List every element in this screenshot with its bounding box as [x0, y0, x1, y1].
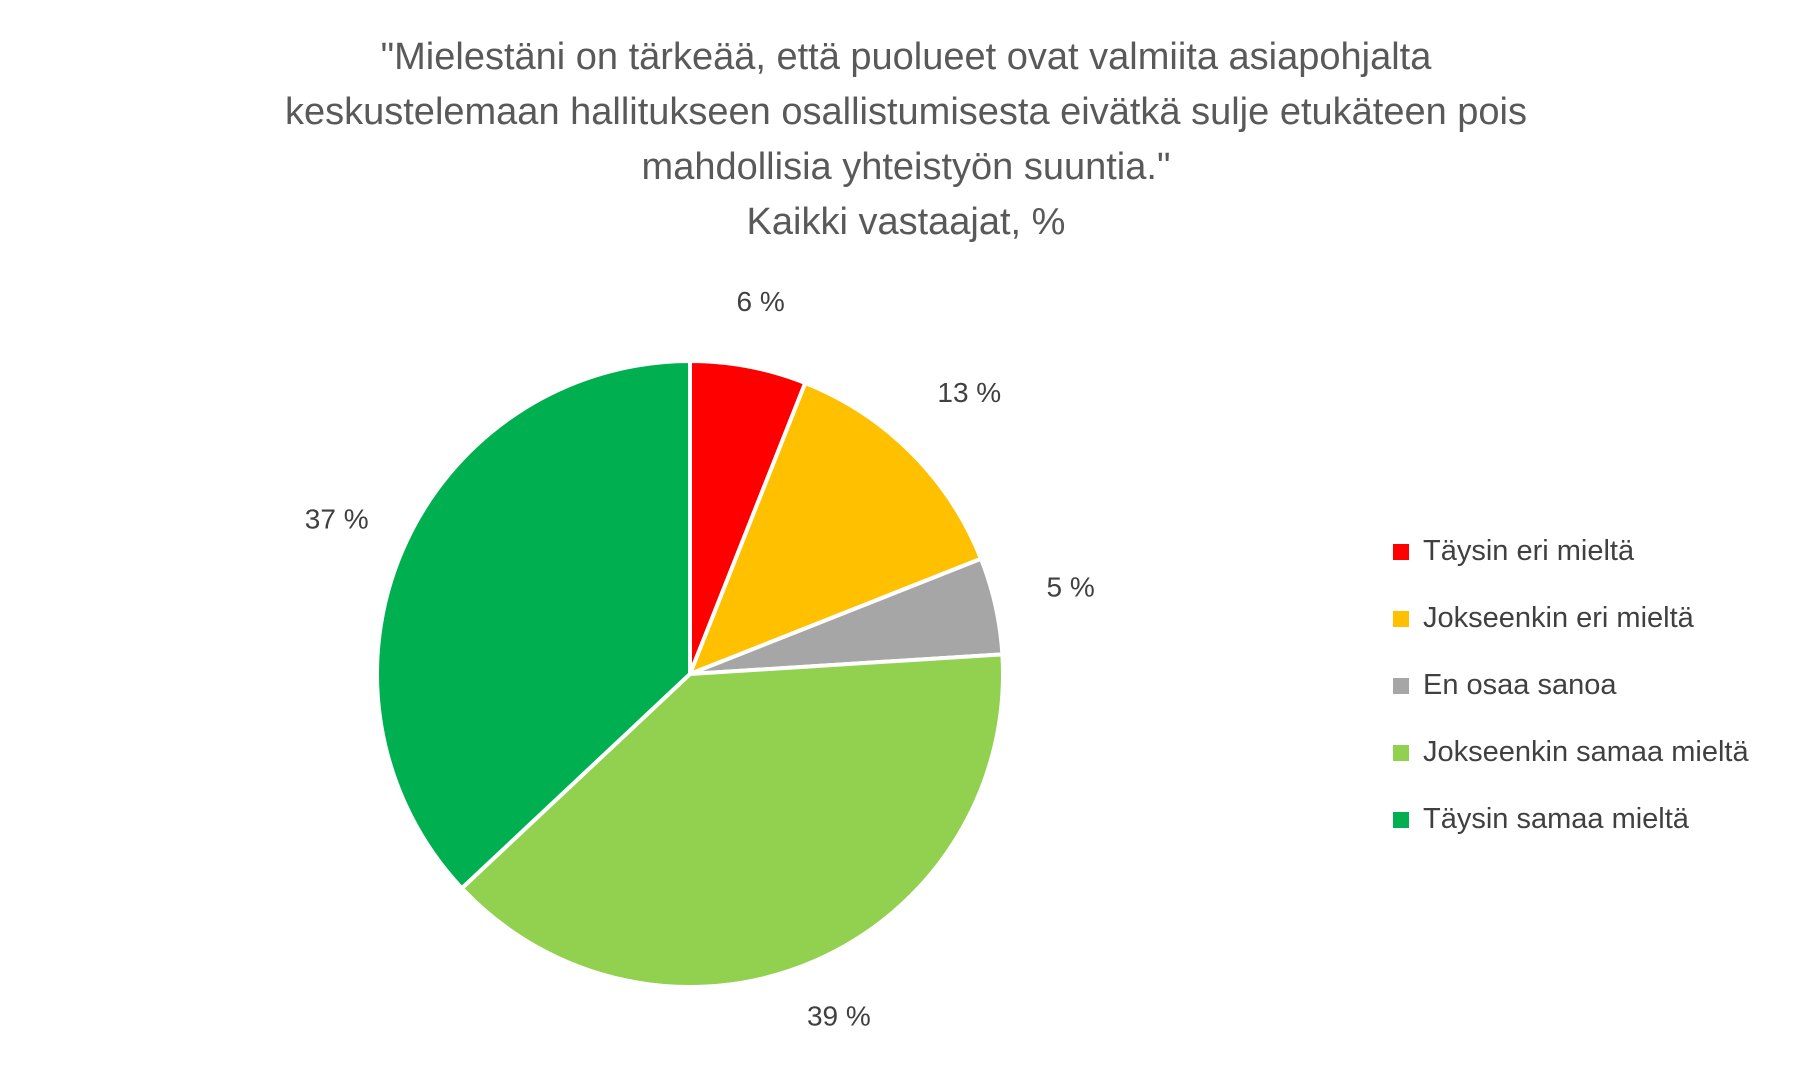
legend-item-taysin-eri-mielta: Täysin eri mieltä — [1393, 518, 1749, 585]
chart-title-line-1: "Mielestäni on tärkeää, että puolueet ov… — [380, 36, 1432, 78]
legend-label: En osaa sanoa — [1423, 669, 1617, 701]
data-label-4: 37 % — [305, 503, 369, 534]
chart-legend: Täysin eri mieltä Jokseenkin eri mieltä … — [1393, 518, 1749, 853]
chart-title-line-3: mahdollisia yhteistyön suuntia." — [641, 146, 1171, 188]
pie-slice-3 — [459, 652, 1005, 989]
pie-slice-1 — [688, 380, 984, 676]
legend-item-en-osaa-sanoa: En osaa sanoa — [1393, 652, 1749, 719]
pie-slices — [375, 359, 1005, 989]
chart-title-line-2: keskustelemaan hallitukseen osallistumis… — [284, 91, 1527, 133]
legend-label: Jokseenkin eri mieltä — [1423, 602, 1694, 634]
legend-swatch — [1393, 543, 1409, 560]
legend-label: Täysin samaa mieltä — [1423, 803, 1689, 835]
chart-title: "Mielestäni on tärkeää, että puolueet ov… — [0, 30, 1812, 250]
legend-swatch — [1393, 811, 1409, 828]
legend-swatch — [1393, 744, 1409, 761]
legend-item-jokseenkin-eri-mielta: Jokseenkin eri mieltä — [1393, 585, 1749, 652]
legend-item-jokseenkin-samaa-mielta: Jokseenkin samaa mieltä — [1393, 719, 1749, 786]
chart-title-line-4: Kaikki vastaajat, % — [746, 201, 1066, 243]
legend-label: Jokseenkin samaa mieltä — [1423, 736, 1749, 768]
data-label-1: 13 % — [937, 377, 1001, 408]
legend-label: Täysin eri mieltä — [1423, 535, 1635, 567]
pie-data-labels: 6 % 13 % 5 % 39 % 37 % — [305, 286, 1095, 1031]
legend-item-taysin-samaa-mielta: Täysin samaa mieltä — [1393, 786, 1749, 853]
legend-swatch — [1393, 610, 1409, 627]
data-label-3: 39 % — [807, 1001, 871, 1032]
pie-slice-4 — [375, 359, 692, 891]
data-label-2: 5 % — [1046, 571, 1094, 602]
legend-swatch — [1393, 677, 1409, 694]
pie-slice-0 — [688, 359, 808, 676]
data-label-0: 6 % — [736, 286, 784, 317]
